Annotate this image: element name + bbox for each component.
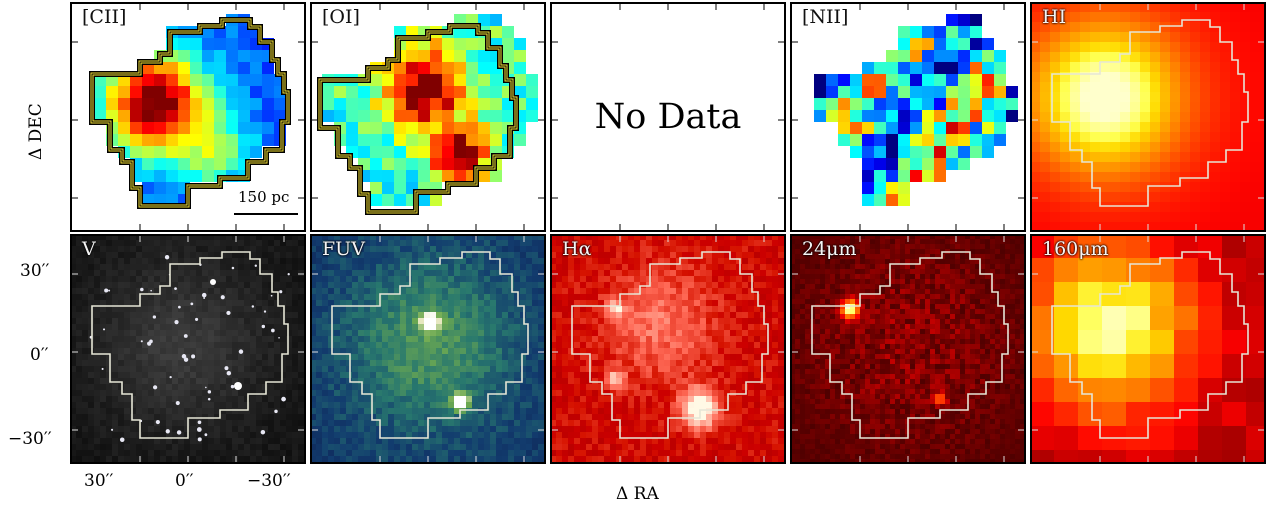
panel-label: Hα	[562, 238, 592, 260]
map-image	[70, 2, 306, 232]
map-panel-v: V	[70, 234, 306, 464]
x-tick-label: 30′′	[84, 471, 114, 491]
y-tick-label: 30′′	[20, 261, 50, 281]
map-panel-160m: 160μm	[1030, 234, 1266, 464]
panel-label: [NII]	[802, 6, 849, 28]
panel-label: HI	[1042, 6, 1067, 28]
map-image	[790, 2, 1026, 232]
map-panel-24m: 24μm	[790, 234, 1026, 464]
map-image	[70, 234, 306, 464]
panel-label: 24μm	[802, 238, 857, 260]
map-panel-oi: [OI]	[310, 2, 546, 232]
map-image	[310, 2, 546, 232]
y-axis-label: Δ DEC	[26, 103, 46, 160]
panel-label: FUV	[322, 238, 365, 260]
x-axis-label: Δ RA	[616, 484, 659, 504]
map-panel-fuv: FUV	[310, 234, 546, 464]
no-data-text: No Data	[594, 97, 742, 137]
map-panel-hi: HI	[1030, 2, 1266, 232]
panel-label: [OI]	[322, 6, 360, 28]
scale-bar-label: 150 pc	[238, 188, 290, 206]
map-panel-h: Hα	[550, 234, 786, 464]
map-panel-nodata: No Data	[550, 2, 786, 232]
panel-label: 160μm	[1042, 238, 1109, 260]
map-image	[1030, 2, 1266, 232]
y-tick-label: 0′′	[30, 345, 49, 365]
map-image	[310, 234, 546, 464]
map-image	[790, 234, 1026, 464]
y-tick-label: −30′′	[8, 429, 52, 449]
panel-label: [CII]	[82, 6, 127, 28]
map-panel-nii: [NII]	[790, 2, 1026, 232]
panel-label: V	[82, 238, 96, 260]
map-image	[550, 234, 786, 464]
map-image	[1030, 234, 1266, 464]
x-tick-label: 0′′	[175, 471, 194, 491]
x-tick-label: −30′′	[247, 471, 291, 491]
map-panel-cii: [CII] 150 pc	[70, 2, 306, 232]
